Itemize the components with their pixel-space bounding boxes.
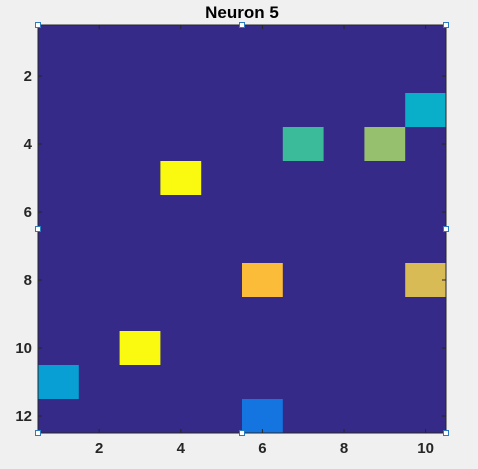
- resize-handle[interactable]: [35, 430, 41, 436]
- heatmap-cells: [38, 93, 446, 433]
- heatmap-cell-1: [405, 93, 446, 127]
- resize-handle[interactable]: [239, 430, 245, 436]
- resize-handle[interactable]: [443, 226, 449, 232]
- heatmap-cell-9: [242, 399, 283, 433]
- y-tick-label: 4: [24, 136, 33, 153]
- heatmap-cell-2: [282, 127, 324, 161]
- x-tick-label: 8: [340, 440, 348, 457]
- x-axis: 2 4 6 8 10: [95, 25, 434, 457]
- y-tick-label: 8: [24, 272, 32, 289]
- x-tick-label: 6: [258, 440, 266, 457]
- resize-handle[interactable]: [239, 22, 245, 28]
- y-tick-label: 6: [24, 204, 32, 221]
- y-axis: 2 4 6 8 10 12: [15, 68, 446, 425]
- resize-handle[interactable]: [443, 22, 449, 28]
- y-tick-label: 2: [24, 68, 32, 85]
- resize-handle[interactable]: [35, 226, 41, 232]
- x-tick-label: 2: [95, 440, 103, 457]
- resize-handle[interactable]: [35, 22, 41, 28]
- chart-title: Neuron 5: [205, 3, 279, 22]
- heatmap-cell-5: [242, 263, 283, 297]
- heatmap-cell-8: [38, 365, 79, 399]
- selection-handles[interactable]: [35, 22, 449, 436]
- y-tick-label: 10: [15, 340, 32, 357]
- heatmap-cell-3: [364, 127, 406, 161]
- heatmap-cell-7: [119, 331, 161, 365]
- heatmap-cell-6: [405, 263, 446, 297]
- plot-area: [38, 25, 446, 433]
- resize-handle[interactable]: [443, 430, 449, 436]
- x-tick-label: 4: [177, 440, 186, 457]
- heatmap-cell-4: [160, 161, 202, 195]
- x-tick-label: 10: [417, 440, 434, 457]
- y-tick-label: 12: [15, 408, 32, 425]
